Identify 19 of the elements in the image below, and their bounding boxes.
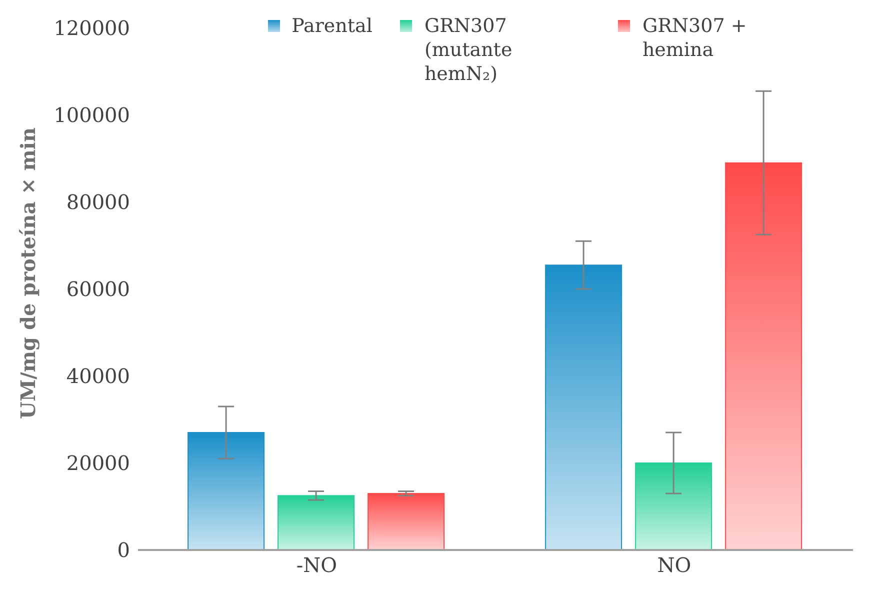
y-tick-label: 20000 bbox=[66, 451, 130, 476]
legend-label: GRN307 (mutante hemN₂) bbox=[424, 14, 514, 86]
y-tick-label: 0 bbox=[117, 538, 130, 562]
y-tick-label: 80000 bbox=[66, 190, 130, 214]
bar bbox=[188, 432, 265, 550]
legend-label: Parental bbox=[292, 14, 372, 38]
y-axis-title: UM/mg de proteína × min bbox=[16, 126, 40, 419]
y-tick-label: 120000 bbox=[54, 16, 130, 40]
bar bbox=[368, 492, 445, 550]
x-tick-label: -NO bbox=[296, 553, 338, 578]
bar bbox=[725, 162, 802, 550]
y-tick-label: 40000 bbox=[66, 364, 130, 388]
y-tick-label: 100000 bbox=[54, 103, 130, 128]
bar bbox=[635, 462, 712, 550]
bar bbox=[545, 264, 622, 550]
legend-label: GRN307 + hemina bbox=[642, 14, 748, 62]
x-tick-label: NO bbox=[657, 553, 692, 578]
bar bbox=[278, 495, 355, 550]
y-tick-label: 60000 bbox=[66, 277, 130, 302]
